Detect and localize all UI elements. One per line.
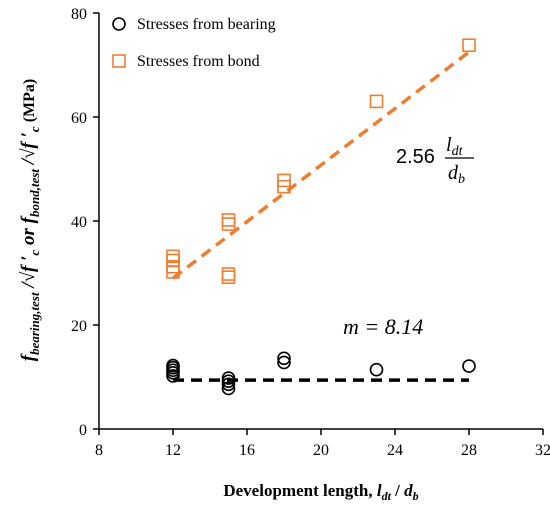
equation-numerator: ldt (446, 134, 464, 159)
x-axis-label: Development length, ldt / db (223, 481, 418, 503)
x-tick-label: 20 (313, 442, 329, 459)
legend-marker-bond (112, 54, 126, 68)
y-axis-label: fbearing,test /√f ′c or fbond,test /√f ′… (18, 79, 42, 361)
x-tick-label: 16 (239, 442, 255, 459)
bond-point (221, 217, 236, 231)
legend-label-bearing: Stresses from bearing (137, 16, 276, 33)
bond-point (462, 38, 476, 53)
x-tick-label: 12 (165, 442, 181, 459)
x-tick-label: 24 (387, 442, 403, 459)
bond-point (221, 267, 236, 281)
legend-item-bearing: Stresses from bearing (112, 16, 276, 33)
legend-item-bond: Stresses from bond (112, 53, 260, 70)
legend-marker-bearing (112, 17, 126, 31)
bond-point (221, 213, 236, 227)
y-tick-label: 0 (79, 422, 87, 439)
x-tick-label: 8 (95, 442, 103, 459)
bearing-point (221, 381, 236, 396)
equation-denominator: db (448, 162, 465, 187)
fit-line (171, 50, 471, 280)
y-tick-label: 80 (71, 6, 87, 23)
bearing-point (369, 362, 384, 377)
bearing-point (277, 351, 291, 366)
bearing-point (221, 371, 236, 385)
legend: Stresses from bearing Stresses from bond (112, 16, 276, 70)
annotation-bond-equation: 2.56 ldt db (396, 134, 474, 187)
y-tick-label: 60 (71, 110, 87, 127)
x-ticks: 8 12 16 20 24 28 32 (95, 429, 550, 459)
y-tick-label: 40 (71, 214, 87, 231)
plot-frame (98, 13, 543, 430)
y-ticks: 0 20 40 60 80 (71, 6, 99, 439)
bond-point (369, 94, 384, 109)
y-tick-label: 20 (71, 318, 87, 335)
bond-point (221, 270, 236, 284)
annotation-m-value: m = 8.14 (343, 314, 423, 339)
x-tick-label: 28 (461, 442, 477, 459)
x-tick-label: 32 (535, 442, 550, 459)
bearing-point (166, 358, 180, 373)
legend-label-bond: Stresses from bond (137, 53, 260, 70)
data-markers (166, 38, 476, 396)
bond-point (166, 249, 180, 264)
bond-point (277, 173, 291, 188)
equation-coefficient: 2.56 (396, 146, 435, 168)
fit-lines (171, 50, 471, 382)
bearing-point (462, 359, 476, 373)
bearing-point (277, 355, 291, 370)
